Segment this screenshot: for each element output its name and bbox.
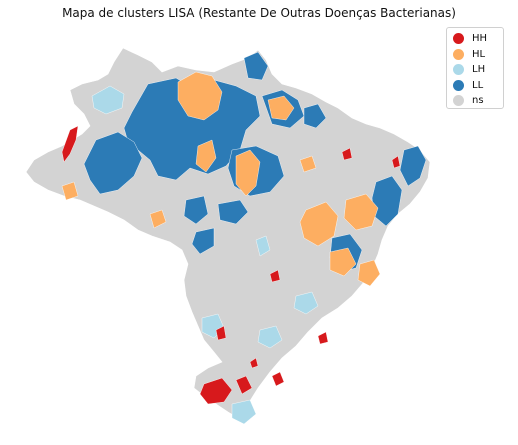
hh-regions [61,125,401,405]
legend-label-lh: LH [472,64,486,76]
legend-swatch-hl [453,48,464,60]
legend-swatch-ns [453,95,464,107]
legend-label-ll: LL [472,79,484,91]
legend: HH HL LH LL ns [446,27,504,109]
legend-swatch-lh [453,64,464,76]
legend-item-hh: HH [453,31,503,47]
hl-regions [61,71,381,287]
legend-item-lh: LH [453,62,503,78]
lh-regions [91,85,319,425]
legend-swatch-ll [453,79,464,91]
legend-item-ns: ns [453,93,503,109]
legend-item-hl: HL [453,47,503,63]
legend-label-ns: ns [472,95,484,107]
legend-swatch-hh [453,33,464,45]
legend-label-hl: HL [472,48,486,60]
legend-label-hh: HH [472,33,488,45]
map-title: Mapa de clusters LISA (Restante De Outra… [62,6,456,20]
legend-item-ll: LL [453,78,503,94]
